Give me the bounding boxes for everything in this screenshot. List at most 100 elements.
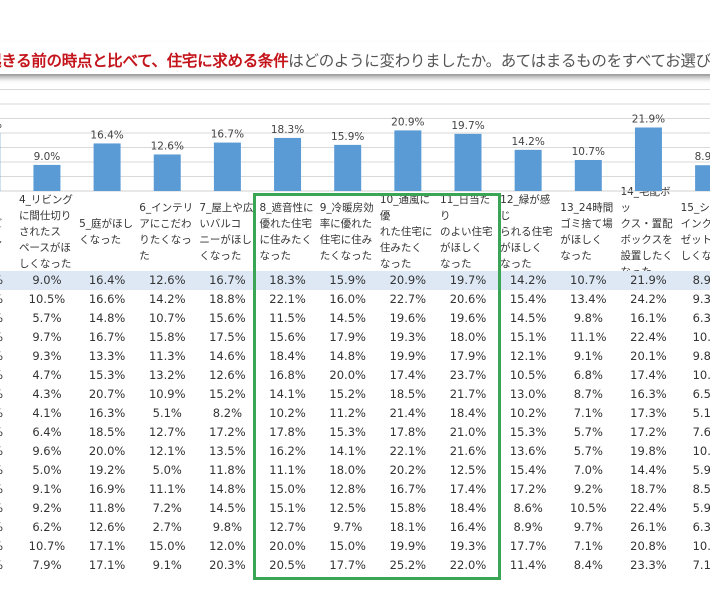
table-cell: % [0, 366, 3, 385]
data-label: 20.9% [391, 116, 424, 128]
data-label: 16.7% [211, 129, 244, 141]
table-cell: 20.7% [88, 387, 126, 401]
table-cell: 9.7% [333, 520, 363, 534]
table-cell: 16.9% [88, 482, 126, 496]
table-cell: 9.8% [573, 311, 603, 325]
bar [634, 127, 662, 191]
table-cell: 11.1% [570, 330, 607, 344]
table-cell: 19.9% [389, 349, 427, 363]
table-cell: 12.6% [209, 368, 246, 382]
data-label: 9.0% [34, 151, 61, 163]
table-cell: 5.1 [692, 406, 710, 420]
table-cell: 14.5% [509, 311, 547, 325]
table-cell: 16.3% [88, 406, 126, 420]
table-cell: 17.7% [509, 539, 547, 553]
column-header: ビ し [0, 193, 50, 270]
table-cell: 18.3% [269, 273, 306, 287]
table-cell: 11.1% [269, 463, 306, 477]
table-cell: 17.7% [329, 558, 366, 572]
table-cell: 20.6% [449, 292, 487, 306]
column-header: 6_インテリ アにこだわ りたくなっ た [139, 201, 194, 262]
table-cell: 16.4% [88, 273, 126, 287]
table-cell: 17.1% [88, 539, 126, 553]
table-cell: 17.8% [389, 425, 427, 439]
table-cell: 12.7% [269, 520, 306, 534]
table-cell: % [0, 518, 3, 537]
table-cell: 19.2% [88, 463, 126, 477]
column-header: 11_日当たり のよい住宅 がほしく なった [440, 193, 493, 270]
data-label: 16.4% [90, 129, 123, 141]
table-cell: 18.5% [88, 425, 126, 439]
table-cell: % [0, 347, 3, 366]
table-cell: 16.8% [269, 368, 306, 382]
table-cell: 17.3% [630, 406, 667, 420]
table-cell: 9.2% [573, 482, 603, 496]
column-header: 13_24時間 ゴミ捨て場 がほしく なった [560, 201, 614, 262]
table-cell: 11.3% [148, 349, 186, 363]
table-cell: 21.7% [449, 387, 487, 401]
table-cell: 19.8% [630, 444, 667, 458]
bar [454, 133, 482, 191]
table-cell: 9.8% [212, 520, 242, 534]
table-cell: 10. [692, 539, 710, 553]
table-cell: 6.5 [692, 387, 710, 401]
table-cell: 18.7% [630, 482, 667, 496]
table-cell: 24.2% [630, 292, 667, 306]
table-cell: 17.9% [329, 330, 366, 344]
column-header: 12_緑が感じ られる住宅 がほしく なった [500, 193, 553, 270]
data-label: 19.7% [451, 120, 484, 132]
table-cell: 16.0% [329, 292, 366, 306]
table-cell: 9.1% [32, 482, 62, 496]
table-cell: 15.6% [269, 330, 306, 344]
table-cell: 21.6% [449, 444, 487, 458]
table-cell: 16.2% [269, 444, 306, 458]
table-cell: 15.0% [269, 482, 306, 496]
table-cell: 14.8% [329, 349, 366, 363]
table-cell: 17.2% [509, 482, 547, 496]
table-cell: 13.5% [209, 444, 246, 458]
bar [274, 137, 302, 191]
table-cell: 18.0% [449, 330, 487, 344]
table-cell: 12.6% [148, 273, 186, 287]
table-cell: 11.2% [329, 406, 366, 420]
table-cell: 14.1% [329, 444, 366, 458]
data-label: 18.3% [271, 124, 304, 136]
table-cell: 16.4% [449, 520, 487, 534]
data-label: 15.9% [331, 131, 364, 143]
table-cell: 20.5% [269, 558, 306, 572]
table-cell: 13.6% [509, 444, 547, 458]
table-cell: 19.9% [389, 539, 427, 553]
column-header: 8_遮音性に 優れた住宅 に住みたく なった [259, 201, 314, 262]
table-cell: 13.0% [509, 387, 547, 401]
table-cell: 14.8% [88, 311, 126, 325]
table-cell: % [0, 423, 3, 442]
table-cell: 14.2% [509, 273, 547, 287]
table-cell: 9.3% [32, 349, 62, 363]
table-cell: 15.1% [269, 501, 306, 515]
table-cell: 9.7% [573, 520, 603, 534]
table-cell: % [0, 499, 3, 518]
table-cell: 6.3 [692, 520, 710, 534]
table-cell: 11.8% [88, 501, 126, 515]
table-cell: 15.4% [509, 292, 547, 306]
table-cell: 7.1% [573, 539, 603, 553]
table-cell: 15.6% [209, 311, 246, 325]
table-cell: 22.1% [389, 444, 427, 458]
table-cell: 7.2% [152, 501, 182, 515]
bar [574, 159, 602, 191]
table-cell: 9.8 [692, 349, 710, 363]
question-title-highlight: 起きる前の時点と比べて、住宅に求める条件 [0, 52, 289, 70]
table-cell: 11.8% [209, 463, 246, 477]
table-cell: 19.6% [449, 311, 487, 325]
table-cell: 15.9% [329, 273, 366, 287]
table-cell: 15.8% [389, 501, 427, 515]
table-cell: 5.9 [692, 463, 710, 477]
table-cell: 18.4% [449, 406, 487, 420]
table-cell: 12.1% [509, 349, 547, 363]
table-cell: 8.5 [692, 482, 710, 496]
table-cell: 5.7% [573, 444, 603, 458]
table-cell: 17.9% [449, 349, 487, 363]
table-cell: 18.8% [209, 292, 246, 306]
table-cell: % [0, 556, 3, 575]
table-cell: 12.6% [88, 520, 126, 534]
